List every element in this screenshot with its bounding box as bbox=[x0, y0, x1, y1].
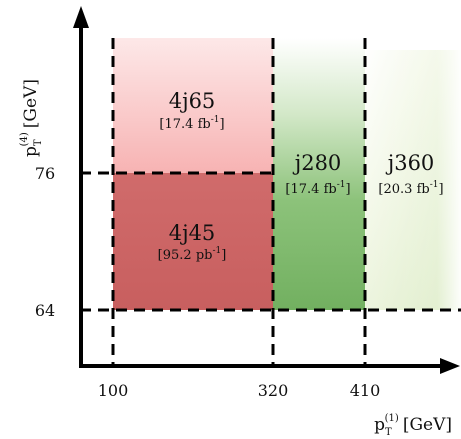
region-4j65-lumi: [17.4 fb-1] bbox=[159, 115, 224, 132]
region-4j45-name: 4j45 bbox=[169, 221, 216, 245]
region-4j45-fill bbox=[113, 173, 273, 310]
region-4j65-fill bbox=[113, 38, 273, 173]
y-axis-title: pT(4)[GeV] bbox=[19, 79, 44, 157]
region-4j45-lumi: [95.2 pb-1] bbox=[158, 246, 227, 263]
region-4j65-name: 4j65 bbox=[169, 89, 216, 113]
x-tick-320: 320 bbox=[258, 381, 289, 400]
x-tick-410: 410 bbox=[350, 381, 381, 400]
region-j280-fill bbox=[273, 38, 365, 310]
axes bbox=[79, 24, 446, 368]
region-j280-lumi: [17.4 fb-1] bbox=[285, 180, 350, 197]
region-j360-lumi: [20.3 fb-1] bbox=[378, 180, 443, 197]
x-axis-arrow bbox=[440, 358, 460, 374]
region-j360-fade bbox=[365, 50, 461, 310]
y-axis-arrow bbox=[73, 6, 89, 28]
x-axis-title: pT(1) [GeV] bbox=[374, 413, 452, 438]
region-j280-name: j280 bbox=[292, 151, 342, 175]
threshold-lines bbox=[80, 38, 461, 368]
region-j360-name: j360 bbox=[385, 151, 435, 175]
y-tick-64: 64 bbox=[35, 301, 55, 320]
y-tick-76: 76 bbox=[35, 164, 55, 183]
x-tick-100: 100 bbox=[98, 381, 129, 400]
